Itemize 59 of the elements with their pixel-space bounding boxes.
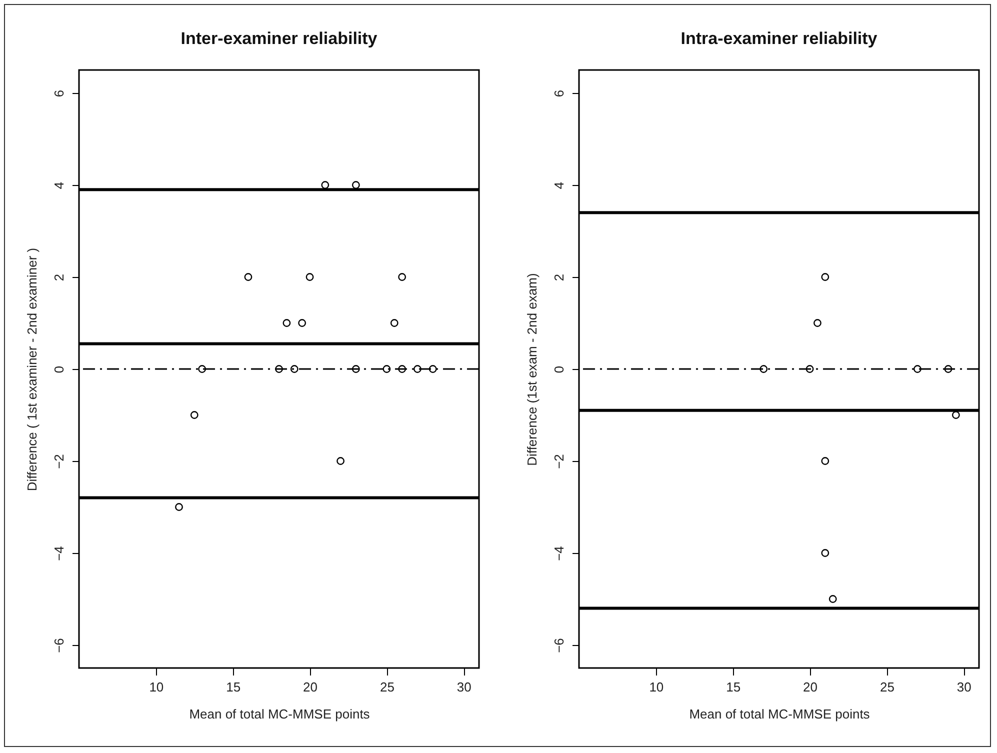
x-tick-label: 15 <box>726 680 741 694</box>
point <box>806 365 814 373</box>
y-tick-label: −2 <box>552 454 566 469</box>
y-tick-label: 2 <box>552 274 566 282</box>
point <box>760 365 768 373</box>
point <box>398 273 406 281</box>
x-tick-label: 25 <box>380 680 394 694</box>
point <box>282 319 291 327</box>
y-axis-title: Difference ( 1st examiner - 2nd examiner ) <box>24 248 40 492</box>
x-tick-label: 10 <box>649 680 664 694</box>
chart-title: Intra-examiner reliability <box>680 29 878 48</box>
x-tick-label: 20 <box>303 680 318 694</box>
x-axis-title: Mean of total MC-MMSE points <box>189 706 370 722</box>
point <box>298 319 306 327</box>
x-tick-label: 30 <box>456 680 472 694</box>
x-tick-label: 10 <box>149 680 164 694</box>
y-tick-label: 6 <box>552 90 566 98</box>
point <box>398 365 406 373</box>
y-tick-label: 4 <box>552 182 566 190</box>
point <box>190 411 198 419</box>
point <box>828 595 837 603</box>
y-tick-label: 2 <box>52 274 66 282</box>
x-tick-label: 25 <box>880 680 894 694</box>
y-tick-label: 0 <box>52 366 66 374</box>
point <box>198 365 206 373</box>
point <box>290 365 298 373</box>
x-axis-title: Mean of total MC-MMSE points <box>689 706 870 722</box>
y-tick-label: −2 <box>52 454 66 469</box>
point <box>821 457 830 465</box>
y-tick-label: −4 <box>552 546 566 561</box>
y-tick-label: −6 <box>52 638 66 653</box>
point <box>336 457 344 465</box>
y-tick-label: 6 <box>52 90 66 98</box>
point <box>390 319 398 327</box>
point <box>914 365 922 373</box>
y-tick-label: −4 <box>52 546 66 561</box>
y-tick-label: 4 <box>52 182 66 190</box>
y-tick-label: −6 <box>552 638 566 653</box>
point <box>414 365 422 373</box>
y-tick-label: 0 <box>552 366 566 374</box>
chart-title: Inter-examiner reliability <box>180 29 378 48</box>
point <box>814 319 822 327</box>
point <box>428 365 437 373</box>
point <box>306 273 314 281</box>
point <box>244 273 252 281</box>
point <box>175 503 183 511</box>
x-tick-label: 30 <box>956 680 972 694</box>
point <box>821 273 830 281</box>
point <box>821 549 830 557</box>
y-axis-title: Difference (1st exam - 2nd exam) <box>524 273 540 466</box>
point <box>352 365 360 373</box>
x-tick-label: 15 <box>226 680 241 694</box>
point <box>382 365 391 373</box>
point <box>352 181 360 189</box>
point <box>275 365 283 373</box>
point <box>944 365 952 373</box>
point <box>321 181 330 189</box>
x-tick-label: 20 <box>803 680 818 694</box>
point <box>952 411 960 419</box>
